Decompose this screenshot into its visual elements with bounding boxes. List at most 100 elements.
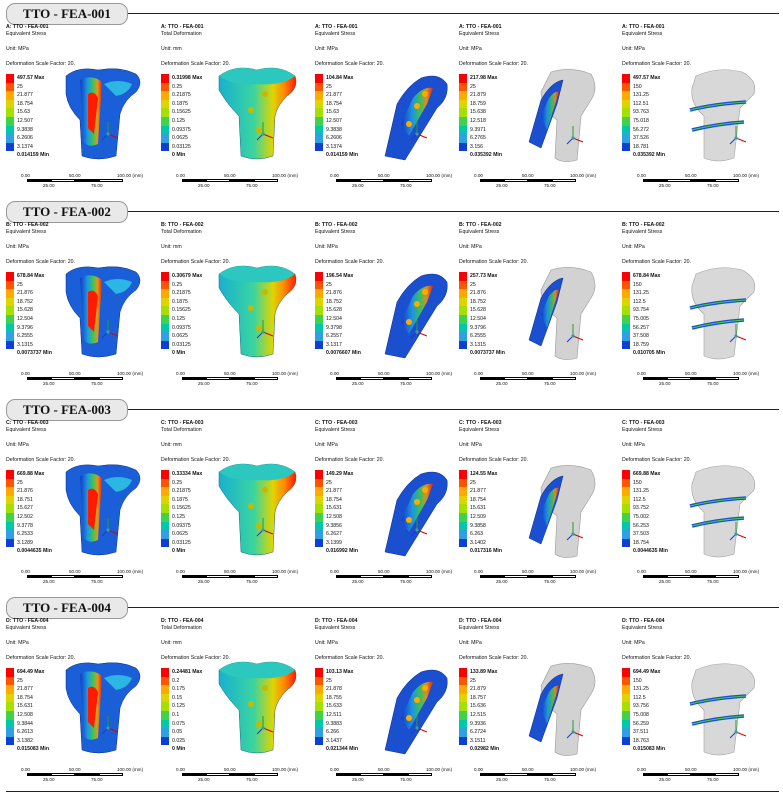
legend-swatch: [622, 125, 630, 135]
deformation-scale-label: Deformation Scale Factor: 20.: [6, 457, 75, 463]
legend-label: 21.877: [17, 686, 33, 693]
spacer: [315, 647, 384, 655]
spacer: [622, 236, 691, 244]
legend-swatch: [161, 487, 169, 496]
legend-swatch: [315, 504, 323, 513]
legend-swatch: [459, 306, 467, 315]
fea-model-render: [58, 262, 148, 367]
legend-label: 21.878: [326, 686, 342, 693]
scale-segment: [254, 377, 278, 380]
legend-label: 6.2533: [17, 531, 33, 538]
legend-row: 25: [315, 280, 395, 290]
legend-swatch: [6, 478, 14, 488]
scale-segment: [75, 575, 99, 578]
bottom-rule: [6, 791, 779, 792]
scale-segment: [643, 377, 667, 380]
legend-swatch: [6, 297, 14, 307]
legend-label: 18.754: [17, 694, 33, 701]
legend-swatch: [459, 668, 467, 677]
unit-label: Unit: MPa: [459, 640, 482, 646]
legend-row: 15.638: [459, 108, 539, 117]
unit-label: Unit: MPa: [459, 46, 482, 52]
legend-row: 0.021344 Min: [315, 745, 395, 754]
legend-row: 217.98 Max: [459, 74, 539, 83]
legend-swatch: [459, 719, 467, 729]
legend-label: 0.24481 Max: [172, 669, 203, 675]
legend-swatch: [315, 314, 323, 324]
legend-label: 0 Min: [172, 746, 186, 753]
legend-label: 9.3838: [17, 126, 33, 133]
legend-label: 0.21875: [172, 92, 191, 99]
legend-swatch: [315, 142, 323, 152]
scale-segment: [691, 773, 715, 776]
legend-row: 6.2765: [459, 134, 539, 143]
legend-row: 21.876: [459, 289, 539, 298]
scale-segment: [75, 179, 99, 182]
legend-row: 15.628: [459, 306, 539, 315]
legend-swatch: [161, 332, 169, 341]
legend-label: 0.15625: [172, 307, 191, 314]
scale-label: 50.00: [522, 569, 534, 574]
legend-label: 0.0073737 Min: [17, 350, 52, 357]
panel-header: A: TTO - FEA-001 Equivalent Stress Unit: M…: [6, 24, 75, 68]
result-panel: D: TTO - FEA-004 Equivalent Stress Unit: M…: [456, 618, 610, 788]
scale-segment: [360, 773, 384, 776]
result-type: Equivalent Stress: [622, 31, 663, 37]
scale-label: 0.00: [637, 569, 646, 574]
legend-swatch: [161, 685, 169, 694]
legend-swatch: [6, 74, 14, 83]
legend-row: 6.263: [459, 530, 539, 539]
legend-row: 12.507: [315, 116, 395, 126]
scale-label: 100.00 (mm): [570, 173, 597, 178]
scale-label: 0.00: [176, 371, 185, 376]
unit-label: Unit: MPa: [622, 244, 645, 250]
legend-label: 75.002: [633, 513, 649, 520]
legend-row: 15.631: [6, 702, 86, 711]
legend-row: 3.1317: [315, 340, 395, 350]
fea-model-render: [213, 262, 303, 367]
legend-row: 18.759: [459, 99, 539, 109]
legend-label: 15.628: [470, 307, 486, 314]
legend-label: 9.3883: [326, 720, 342, 727]
result-name: B: TTO - FEA-002: [315, 222, 358, 228]
legend-swatch: [459, 538, 467, 548]
unit-label: Unit: mm: [161, 442, 182, 448]
legend-row: 56.259: [622, 719, 702, 729]
legend-label: 0.15625: [172, 109, 191, 116]
legend-swatch: [622, 719, 630, 729]
result-panel: A: TTO - FEA-001 Total Deformation Unit: m…: [158, 24, 312, 194]
legend-label: 112.5: [633, 298, 646, 305]
legend-swatch: [459, 710, 467, 720]
legend-row: 6.2627: [315, 530, 395, 539]
legend-label: 37.503: [633, 531, 649, 538]
color-legend: 196.54 Max 25 21.876 18.752 15.628 12.504 9.37…: [315, 272, 395, 358]
scale-label: 50.00: [685, 371, 697, 376]
scale-segment: [206, 377, 230, 380]
scale-segment: [408, 773, 432, 776]
scale-segment: [552, 575, 576, 578]
legend-row: 12.502: [6, 512, 86, 522]
color-legend: 104.84 Max 25 21.877 18.754 15.63 12.507 9.383…: [315, 74, 395, 160]
legend-label: 0.125: [172, 117, 185, 124]
legend-row: 12.507: [6, 116, 86, 126]
unit-label: Unit: MPa: [315, 244, 338, 250]
legend-label: 3.1315: [17, 341, 33, 348]
legend-row: 3.1399: [315, 538, 395, 548]
legend-label: 21.877: [17, 92, 33, 99]
result-name: B: TTO - FEA-002: [6, 222, 49, 228]
section-rule: [6, 607, 779, 608]
legend-label: 37.526: [633, 135, 649, 142]
legend-label: 678.84 Max: [633, 273, 661, 279]
legend-row: 21.876: [6, 487, 86, 496]
legend-label: 12.507: [326, 117, 342, 124]
scale-bar: 0.00 50.00 100.00 (mm) 25.00 75.00: [21, 173, 145, 192]
scale-label: 50.00: [69, 173, 81, 178]
result-type: Equivalent Stress: [315, 625, 356, 631]
legend-swatch: [622, 289, 630, 298]
legend-label: 12.518: [470, 117, 486, 124]
fea-model-render: [213, 658, 303, 763]
legend-label: 15.638: [470, 109, 486, 116]
scale-label: 0.00: [21, 371, 30, 376]
legend-row: 18.751: [6, 495, 86, 505]
result-type: Total Deformation: [161, 427, 202, 433]
